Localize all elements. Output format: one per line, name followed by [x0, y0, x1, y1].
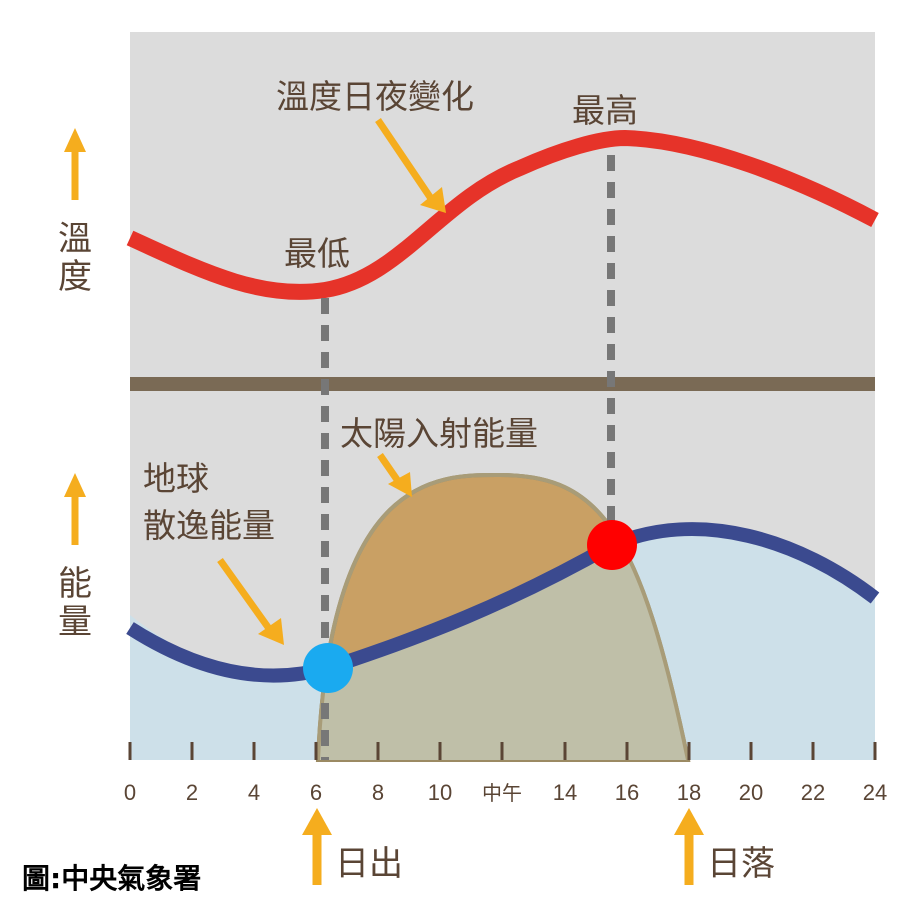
energy-arrow-icon [64, 473, 86, 497]
earth-energy-curve [126, 522, 880, 683]
x-axis-ticks [128, 742, 877, 760]
earth-energy-pointer-arrowhead-icon [258, 618, 284, 645]
tick-label: 24 [863, 780, 887, 805]
tick-label-noon: 中午 [482, 781, 522, 805]
temperature-label-char-2: 度 [58, 257, 92, 297]
min-label: 最低 [284, 234, 350, 273]
energy-label-char-1: 能 [58, 564, 92, 604]
tick-label: 6 [310, 780, 322, 805]
sunrise-arrow-icon [302, 808, 332, 835]
sunset-label: 日落 [707, 844, 775, 884]
max-label: 最高 [572, 91, 638, 130]
temp-curve-label: 溫度日夜變化 [276, 77, 474, 116]
tick-label: 10 [428, 780, 452, 805]
temperature-axis: 溫 度 [58, 128, 92, 297]
tick-label: 18 [677, 780, 701, 805]
temp-curve-pointer-arrowhead-icon [420, 187, 446, 213]
tick-label: 22 [801, 780, 825, 805]
tick-label: 2 [186, 780, 198, 805]
solar-pointer [377, 453, 403, 486]
temp-curve-pointer [375, 118, 435, 202]
energy-label-char-2: 量 [58, 602, 92, 642]
sunrise-label: 日出 [335, 844, 403, 884]
image-credit: 圖:中央氣象署 [22, 862, 201, 895]
solar-outline [316, 472, 690, 761]
tick-label: 20 [739, 780, 763, 805]
temperature-arrow-icon [64, 128, 86, 152]
sunset-marker: 日落 [674, 808, 775, 885]
min-energy-point [303, 643, 353, 693]
tick-label: 4 [248, 780, 260, 805]
tick-label: 0 [124, 780, 136, 805]
earth-energy-pointer [217, 557, 273, 633]
solar-pointer-arrowhead-icon [388, 472, 412, 497]
max-energy-point [587, 520, 637, 570]
energy-axis: 能 量 [58, 473, 92, 642]
earth-energy-label-line2: 散逸能量 [143, 506, 275, 545]
temperature-label-char-1: 溫 [58, 219, 92, 259]
sunset-arrow-icon [674, 808, 704, 835]
solar-energy-label: 太陽入射能量 [340, 414, 538, 453]
temperature-curve [126, 129, 879, 300]
panel-divider [130, 377, 875, 391]
tick-label: 16 [615, 780, 639, 805]
x-axis-labels: 0 2 4 6 8 10 中午 14 16 18 20 22 24 [124, 780, 887, 805]
earth-energy-label-line1: 地球 [143, 459, 209, 498]
tick-label: 8 [372, 780, 384, 805]
sunrise-marker: 日出 [302, 808, 403, 885]
tick-label: 14 [553, 780, 577, 805]
